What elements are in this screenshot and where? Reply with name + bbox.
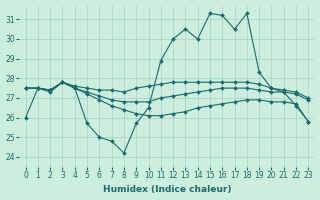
X-axis label: Humidex (Indice chaleur): Humidex (Indice chaleur) — [103, 185, 231, 194]
